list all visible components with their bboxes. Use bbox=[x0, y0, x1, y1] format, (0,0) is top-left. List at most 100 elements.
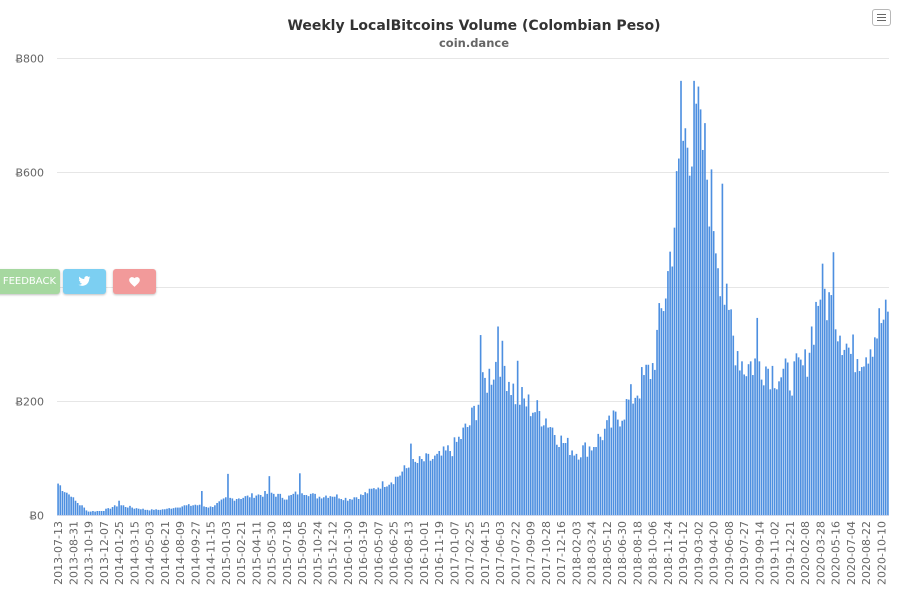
volume-bar[interactable] bbox=[157, 509, 160, 515]
volume-bar[interactable] bbox=[754, 358, 756, 515]
volume-bar[interactable] bbox=[377, 487, 380, 515]
volume-bar[interactable] bbox=[747, 364, 750, 515]
volume-bar[interactable] bbox=[880, 323, 883, 515]
volume-bar[interactable] bbox=[571, 450, 573, 515]
volume-bar[interactable] bbox=[118, 500, 120, 515]
volume-bar[interactable] bbox=[608, 415, 610, 515]
volume-bar[interactable] bbox=[399, 475, 401, 515]
volume-bar[interactable] bbox=[429, 460, 432, 515]
volume-bar[interactable] bbox=[847, 347, 850, 515]
volume-bar[interactable] bbox=[651, 363, 654, 515]
volume-bar[interactable] bbox=[103, 511, 105, 515]
volume-bar[interactable] bbox=[852, 334, 854, 515]
volume-bar[interactable] bbox=[205, 507, 208, 515]
volume-bar[interactable] bbox=[577, 459, 580, 515]
volume-bar[interactable] bbox=[878, 308, 881, 515]
volume-bar[interactable] bbox=[582, 445, 584, 515]
volume-bar[interactable] bbox=[96, 511, 99, 515]
volume-bar[interactable] bbox=[514, 404, 517, 515]
volume-bar[interactable] bbox=[370, 488, 373, 515]
volume-bar[interactable] bbox=[362, 495, 364, 515]
volume-bar[interactable] bbox=[218, 501, 221, 515]
volume-bar[interactable] bbox=[680, 80, 682, 515]
volume-bar[interactable] bbox=[266, 493, 268, 515]
volume-bar[interactable] bbox=[116, 506, 118, 515]
volume-bar[interactable] bbox=[719, 296, 722, 515]
volume-bar[interactable] bbox=[569, 455, 571, 515]
volume-bar[interactable] bbox=[662, 311, 665, 515]
volume-bar[interactable] bbox=[545, 418, 547, 515]
volume-bar[interactable] bbox=[830, 295, 833, 515]
volume-bar[interactable] bbox=[177, 507, 179, 515]
volume-bar[interactable] bbox=[296, 494, 299, 515]
volume-bar[interactable] bbox=[658, 303, 661, 515]
volume-bar[interactable] bbox=[447, 445, 449, 515]
volume-bar[interactable] bbox=[595, 447, 597, 515]
volume-bar[interactable] bbox=[351, 499, 353, 515]
volume-bar[interactable] bbox=[538, 411, 541, 515]
volume-bar[interactable] bbox=[464, 423, 467, 515]
volume-bar[interactable] bbox=[187, 504, 190, 515]
volume-bar[interactable] bbox=[640, 367, 643, 515]
volume-bar[interactable] bbox=[288, 495, 290, 515]
volume-bar[interactable] bbox=[656, 329, 658, 515]
volume-bar[interactable] bbox=[525, 406, 528, 515]
volume-bar[interactable] bbox=[697, 86, 700, 515]
volume-bar[interactable] bbox=[841, 355, 843, 515]
volume-bar[interactable] bbox=[623, 419, 626, 515]
volume-bar[interactable] bbox=[619, 426, 621, 515]
volume-bar[interactable] bbox=[575, 453, 578, 515]
volume-bar[interactable] bbox=[235, 499, 238, 515]
volume-bar[interactable] bbox=[627, 399, 630, 515]
volume-bar[interactable] bbox=[214, 505, 216, 515]
volume-bar[interactable] bbox=[884, 299, 887, 515]
volume-bar[interactable] bbox=[614, 411, 617, 515]
volume-bar[interactable] bbox=[756, 317, 759, 515]
volume-bar[interactable] bbox=[486, 392, 488, 515]
volume-bar[interactable] bbox=[107, 508, 109, 515]
volume-bar[interactable] bbox=[227, 473, 229, 515]
volume-bar[interactable] bbox=[285, 499, 288, 515]
volume-bar[interactable] bbox=[444, 450, 447, 515]
volume-bar[interactable] bbox=[741, 361, 743, 515]
volume-bar[interactable] bbox=[490, 384, 493, 515]
volume-bar[interactable] bbox=[196, 505, 199, 515]
volume-bar[interactable] bbox=[146, 509, 149, 515]
volume-bar[interactable] bbox=[473, 405, 475, 515]
volume-bar[interactable] bbox=[353, 497, 356, 515]
volume-bar[interactable] bbox=[59, 485, 62, 515]
volume-bar[interactable] bbox=[120, 505, 123, 515]
volume-bar[interactable] bbox=[636, 395, 639, 515]
volume-bar[interactable] bbox=[828, 292, 830, 515]
volume-bar[interactable] bbox=[749, 361, 752, 515]
volume-bar[interactable] bbox=[63, 492, 66, 515]
volume-bar[interactable] bbox=[682, 140, 684, 515]
volume-bar[interactable] bbox=[738, 370, 741, 515]
volume-bar[interactable] bbox=[253, 497, 255, 515]
volume-bar[interactable] bbox=[57, 483, 59, 515]
volume-bar[interactable] bbox=[556, 444, 558, 515]
volume-bar[interactable] bbox=[832, 252, 835, 516]
volume-bar[interactable] bbox=[678, 158, 680, 516]
volume-bar[interactable] bbox=[329, 496, 332, 515]
volume-bar[interactable] bbox=[373, 488, 375, 515]
volume-bar[interactable] bbox=[821, 263, 824, 515]
volume-bar[interactable] bbox=[534, 412, 536, 515]
volume-bar[interactable] bbox=[708, 226, 711, 515]
volume-bar[interactable] bbox=[364, 492, 366, 515]
volume-bar[interactable] bbox=[850, 353, 852, 515]
volume-bar[interactable] bbox=[98, 511, 101, 515]
volume-bar[interactable] bbox=[521, 387, 523, 515]
volume-bar[interactable] bbox=[451, 456, 454, 515]
volume-bar[interactable] bbox=[481, 372, 484, 515]
volume-bar[interactable] bbox=[558, 447, 560, 515]
volume-bar[interactable] bbox=[403, 465, 406, 515]
volume-bar[interactable] bbox=[68, 494, 70, 515]
volume-bar[interactable] bbox=[523, 398, 525, 515]
volume-bar[interactable] bbox=[806, 376, 809, 515]
volume-bar[interactable] bbox=[233, 500, 236, 515]
volume-bar[interactable] bbox=[501, 340, 504, 515]
volume-bar[interactable] bbox=[634, 397, 637, 515]
volume-bar[interactable] bbox=[89, 511, 92, 515]
volume-bar[interactable] bbox=[292, 493, 295, 515]
